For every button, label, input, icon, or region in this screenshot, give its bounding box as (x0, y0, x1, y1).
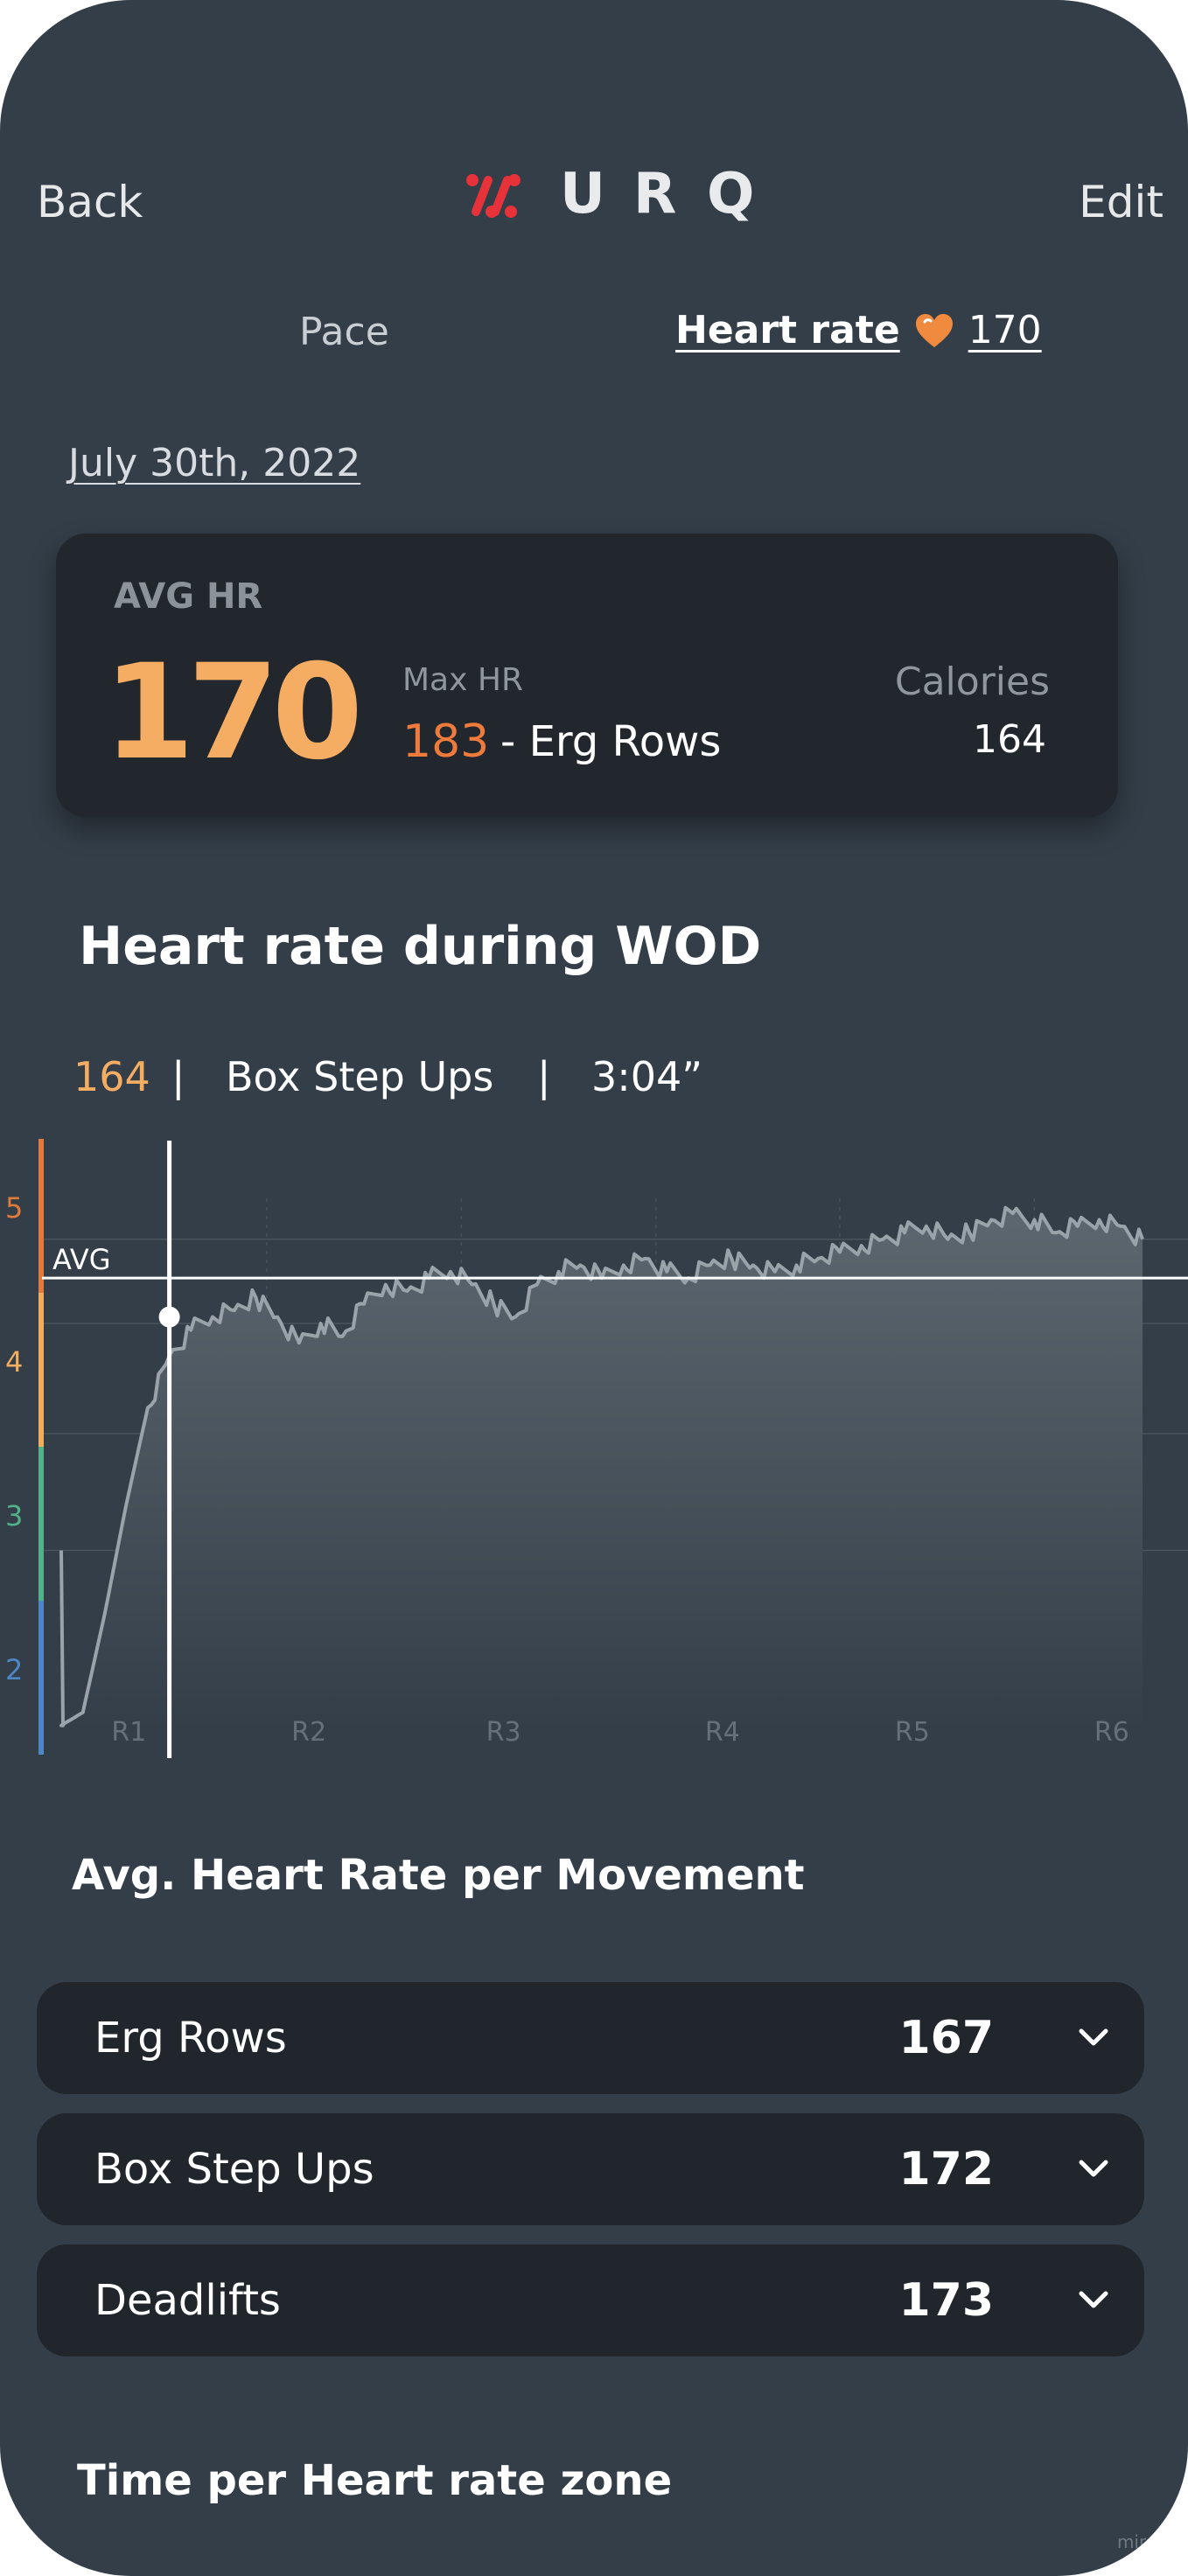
movement-row-deadlifts[interactable]: Deadlifts 173 (37, 2244, 1144, 2356)
calories-value: 164 (973, 717, 1046, 762)
hr-area-fill (61, 1207, 1143, 1732)
hr-summary-card: AVG HR 170 Max HR 183 - Erg Rows Calorie… (56, 534, 1118, 817)
movement-avg-hr: 173 (898, 2274, 994, 2327)
wod-section-title: Heart rate during WOD (79, 916, 762, 977)
miro-watermark: miro (1116, 2531, 1157, 2552)
hr-line (59, 1205, 1144, 1728)
movement-section-title: Avg. Heart Rate per Movement (72, 1851, 805, 1900)
readout-separator: | (171, 1053, 185, 1100)
round-label: R6 (1094, 1717, 1129, 1748)
heart-rate-chart[interactable]: 5 4 3 2 AVG R1 R2 R3 R4 R5 R6 (0, 1128, 1188, 1767)
readout-separator: | (537, 1053, 551, 1100)
edit-button[interactable]: Edit (1079, 177, 1164, 227)
scrub-cursor-handle[interactable] (158, 1306, 180, 1328)
avg-hr-value: 170 (103, 637, 363, 789)
zone-label: 5 (5, 1191, 23, 1225)
max-hr-label: Max HR (402, 662, 523, 698)
max-hr-movement: - Erg Rows (500, 717, 722, 766)
zone-color-bar (38, 1601, 44, 1755)
max-hr-value: 183 (402, 716, 490, 768)
movement-avg-hr: 167 (898, 2012, 994, 2064)
logo-letter-u: U (560, 162, 605, 227)
zone-label: 3 (5, 1499, 23, 1532)
zone-color-bar (38, 1293, 44, 1447)
logo-letter-r: R (633, 162, 677, 227)
tab-pace[interactable]: Pace (299, 310, 389, 354)
back-button[interactable]: Back (37, 177, 143, 227)
calories-label: Calories (894, 660, 1050, 704)
movement-name: Erg Rows (94, 2014, 287, 2063)
heart-icon (915, 314, 953, 347)
movement-name: Box Step Ups (94, 2145, 374, 2194)
avg-label: AVG (52, 1243, 111, 1276)
readout-hr-value: 164 (73, 1053, 150, 1100)
avg-hr-label: AVG HR (114, 576, 263, 617)
wurq-logo: U R Q (465, 166, 763, 227)
tab-heart-rate-value: 170 (968, 308, 1042, 353)
tab-heart-rate[interactable]: Heart rate 170 (675, 311, 1042, 350)
round-label: R3 (486, 1717, 521, 1748)
zone-label: 2 (5, 1653, 23, 1686)
tab-heart-rate-label: Heart rate (675, 308, 900, 353)
round-label: R1 (111, 1717, 146, 1748)
movement-name: Deadlifts (94, 2276, 281, 2325)
readout-time: 3:04” (591, 1053, 703, 1100)
chevron-down-icon[interactable] (1069, 2276, 1118, 2325)
movement-row-erg-rows[interactable]: Erg Rows 167 (37, 1982, 1144, 2094)
zone-color-bar (38, 1139, 44, 1293)
logo-letter-q: Q (707, 162, 755, 227)
movement-row-box-step-ups[interactable]: Box Step Ups 172 (37, 2113, 1144, 2225)
workout-date[interactable]: July 30th, 2022 (68, 441, 361, 485)
round-label: R5 (895, 1717, 930, 1748)
zone-color-bar (38, 1447, 44, 1601)
zone-label: 4 (5, 1345, 23, 1379)
readout-movement: Box Step Ups (226, 1053, 494, 1100)
movement-avg-hr: 172 (898, 2143, 994, 2196)
zone-section-title: Time per Heart rate zone (77, 2456, 673, 2505)
round-label: R4 (705, 1717, 740, 1748)
chevron-down-icon[interactable] (1069, 2145, 1118, 2194)
round-label: R2 (291, 1717, 326, 1748)
wurq-mark-icon (466, 174, 521, 218)
chevron-down-icon[interactable] (1069, 2014, 1118, 2063)
